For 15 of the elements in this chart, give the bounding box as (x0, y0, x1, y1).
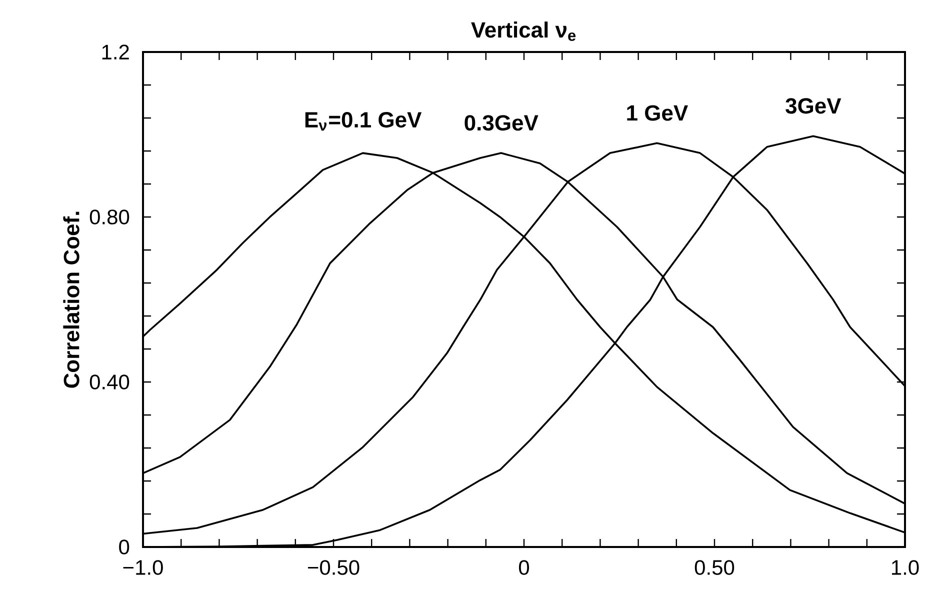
y-axis-title: Correlation Coef. (63, 212, 80, 388)
x-tick-label: −1.0 (123, 560, 163, 575)
series-label: 3GeV (786, 98, 842, 114)
series-label: 0.3GeV (464, 115, 538, 131)
y-tick-label: 0.80 (90, 210, 130, 224)
series-label: 1 GeV (627, 105, 688, 121)
chart-title: Vertical ν$_{e}$ (471, 22, 576, 41)
y-tick-label: 0.40 (90, 374, 130, 390)
x-tick-label: 1.0 (892, 560, 919, 575)
x-tick-label: −0.50 (308, 560, 360, 575)
y-tick-label: 0 (119, 540, 130, 554)
x-tick-label: 0 (518, 560, 530, 575)
y-tick-label: 1.2 (102, 44, 129, 60)
x-tick-label: 0.50 (694, 560, 734, 575)
series-label: E$_{ν}$=0.1 GeV (305, 112, 422, 131)
